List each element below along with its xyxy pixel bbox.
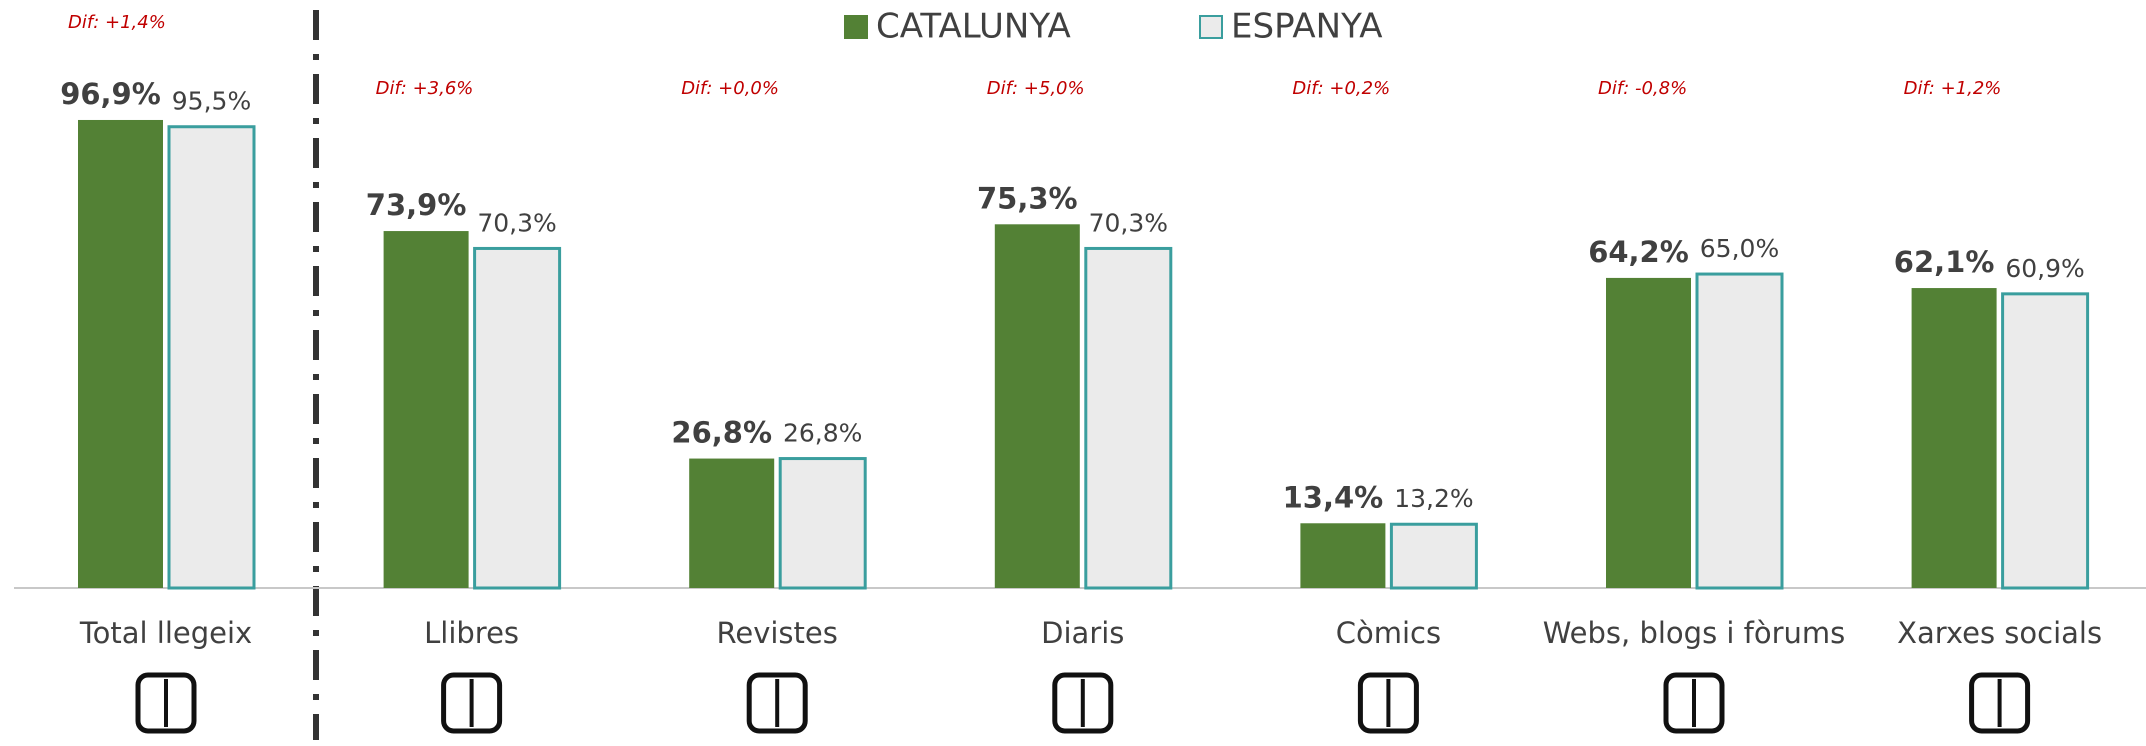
- value-label: 73,9%: [366, 188, 467, 222]
- annotation: Dif: -0,8%: [1598, 78, 1687, 99]
- value-label: 62,1%: [1894, 245, 1995, 279]
- legend-label: CATALUNYA: [876, 7, 1071, 47]
- icon: [1663, 672, 1725, 734]
- value-label: 95,5%: [172, 87, 251, 116]
- value-label: 96,9%: [60, 77, 161, 111]
- bar: [1695, 272, 1784, 590]
- bar: [1911, 288, 1997, 588]
- annotation: Dif: +1,2%: [1904, 78, 2002, 99]
- category-label: Llibres: [424, 616, 519, 650]
- bar: [383, 231, 469, 589]
- bar: [167, 125, 256, 590]
- annotation: Dif: +5,0%: [987, 78, 1085, 99]
- icon: [1969, 672, 2031, 734]
- value-label: 26,8%: [671, 416, 772, 450]
- category-label: Xarxes socials: [1897, 616, 2102, 650]
- value-label: 65,0%: [1700, 234, 1779, 263]
- annotation: Dif: +3,6%: [376, 78, 474, 99]
- bar: [689, 458, 775, 588]
- icon: [441, 672, 503, 734]
- category-label: Còmics: [1336, 616, 1441, 650]
- legend-swatch: [1199, 15, 1223, 39]
- icon: [746, 672, 808, 734]
- annotation: Dif: +0,0%: [681, 78, 779, 99]
- bar: [1389, 522, 1478, 590]
- icon: [135, 672, 197, 734]
- bar: [1084, 246, 1173, 590]
- value-label: 13,4%: [1283, 480, 1384, 514]
- bar: [1300, 523, 1386, 588]
- value-label: 60,9%: [2005, 254, 2084, 283]
- category-label: Total llegeix: [79, 616, 252, 650]
- legend-swatch: [844, 15, 868, 39]
- value-label: 13,2%: [1394, 484, 1473, 513]
- bar: [778, 457, 867, 590]
- bar: [2001, 292, 2090, 590]
- value-label: 64,2%: [1588, 235, 1689, 269]
- bar: [1606, 277, 1691, 588]
- bar: [473, 246, 562, 590]
- legend-label: ESPANYA: [1231, 7, 1382, 47]
- category-label: Diaris: [1041, 616, 1124, 650]
- category-label: Revistes: [717, 616, 838, 650]
- value-label: 70,3%: [477, 208, 556, 237]
- value-label: 75,3%: [977, 181, 1078, 215]
- value-label: 26,8%: [783, 419, 862, 448]
- icon: [1052, 672, 1114, 734]
- bar: [78, 119, 163, 589]
- value-label: 70,3%: [1089, 208, 1168, 237]
- icon: [1357, 672, 1419, 734]
- bar: [994, 224, 1080, 588]
- annotation: Dif: +1,4%: [68, 12, 166, 33]
- category-label: Webs, blogs i fòrums: [1543, 616, 1846, 650]
- annotation: Dif: +0,2%: [1292, 78, 1390, 99]
